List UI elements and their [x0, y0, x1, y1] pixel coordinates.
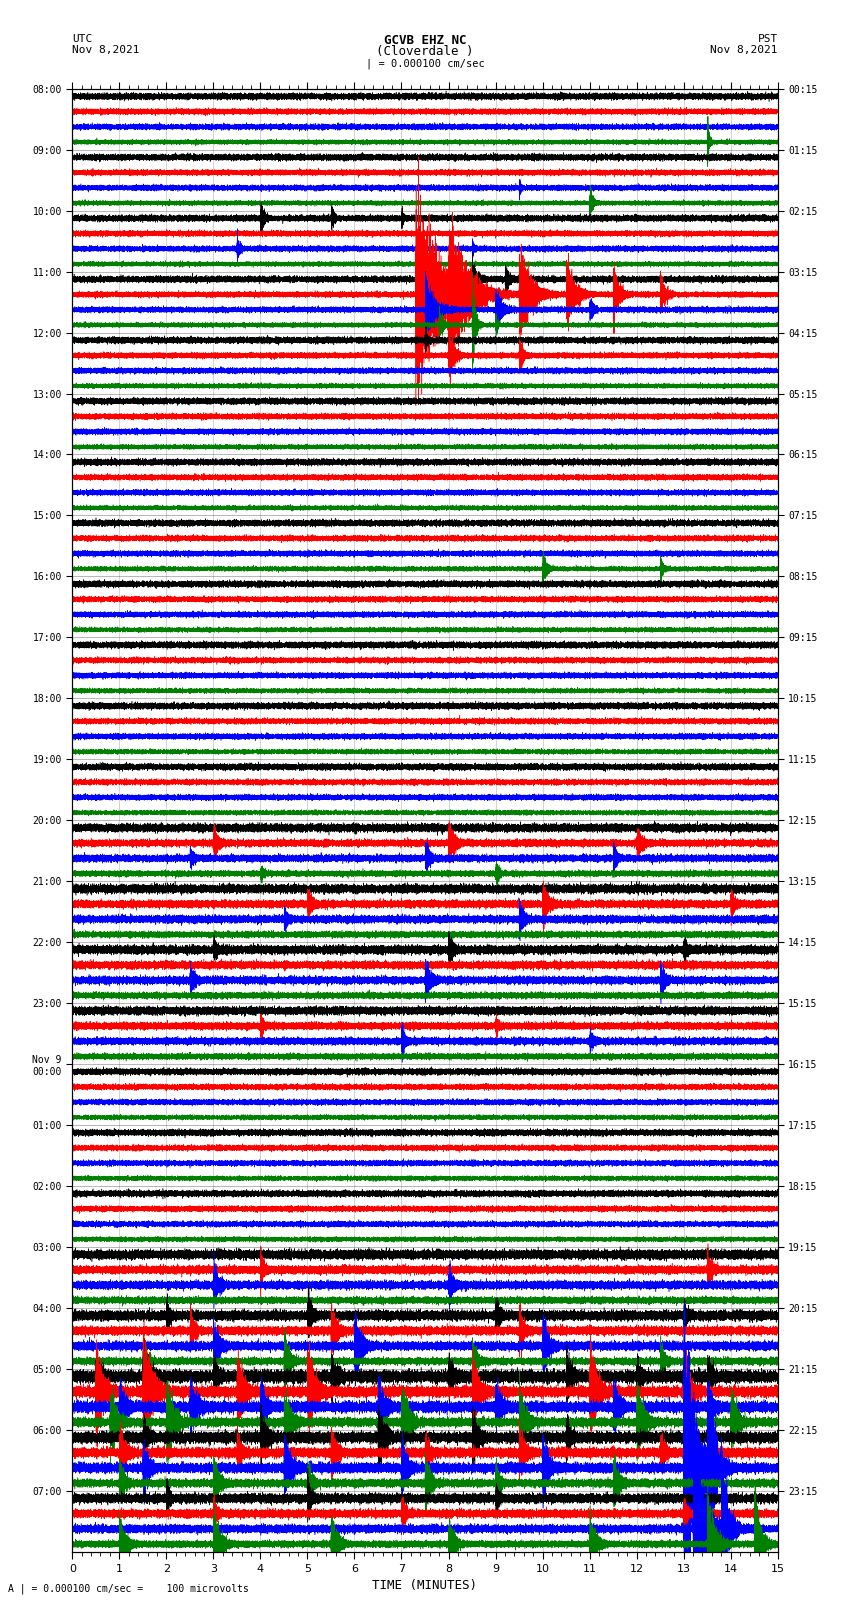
Text: (Cloverdale ): (Cloverdale ) — [377, 45, 473, 58]
Text: GCVB EHZ NC: GCVB EHZ NC — [383, 34, 467, 47]
Text: PST: PST — [757, 34, 778, 44]
Text: Nov 8,2021: Nov 8,2021 — [72, 45, 139, 55]
X-axis label: TIME (MINUTES): TIME (MINUTES) — [372, 1579, 478, 1592]
Text: Nov 8,2021: Nov 8,2021 — [711, 45, 778, 55]
Text: A | = 0.000100 cm/sec =    100 microvolts: A | = 0.000100 cm/sec = 100 microvolts — [8, 1582, 249, 1594]
Text: UTC: UTC — [72, 34, 93, 44]
Text: | = 0.000100 cm/sec: | = 0.000100 cm/sec — [366, 58, 484, 69]
